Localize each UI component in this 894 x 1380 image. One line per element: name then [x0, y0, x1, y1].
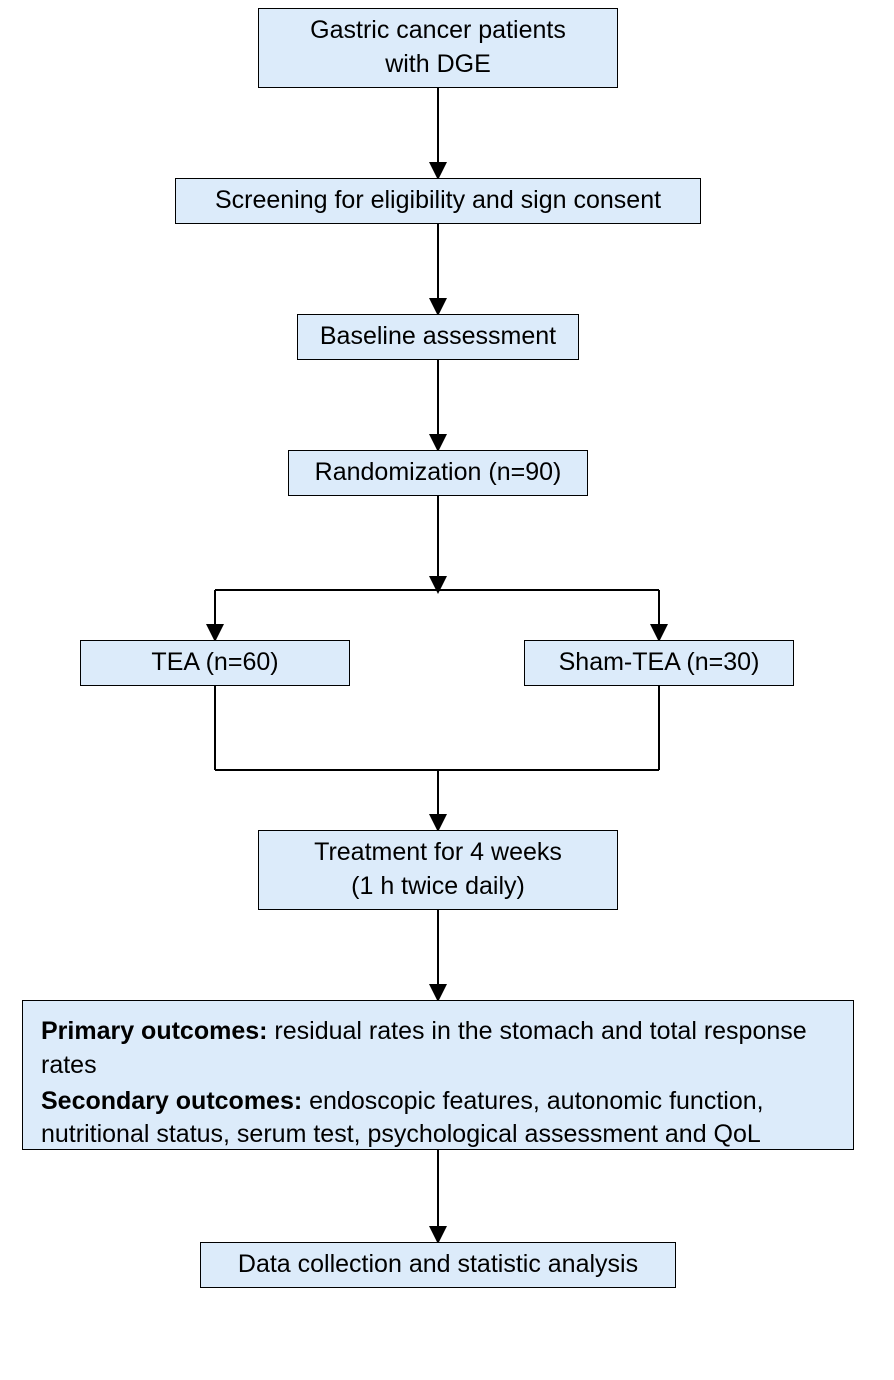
primary-outcomes-label: Primary outcomes:	[41, 1017, 267, 1045]
node-text: Data collection and statistic analysis	[238, 1248, 638, 1282]
node-baseline: Baseline assessment	[297, 314, 579, 360]
node-tea-arm: TEA (n=60)	[80, 640, 350, 686]
node-text: Baseline assessment	[320, 320, 556, 354]
node-patients: Gastric cancer patients with DGE	[258, 8, 618, 88]
node-treatment: Treatment for 4 weeks (1 h twice daily)	[258, 830, 618, 910]
node-text: with DGE	[385, 50, 491, 78]
node-sham-tea-arm: Sham-TEA (n=30)	[524, 640, 794, 686]
node-text: (1 h twice daily)	[351, 872, 525, 900]
node-text: Sham-TEA (n=30)	[559, 646, 760, 680]
secondary-outcomes-label: Secondary outcomes:	[41, 1087, 302, 1115]
flowchart-container: Gastric cancer patients with DGE Screeni…	[0, 0, 894, 1380]
node-text: Gastric cancer patients	[310, 16, 566, 44]
node-screening: Screening for eligibility and sign conse…	[175, 178, 701, 224]
node-outcomes: Primary outcomes: residual rates in the …	[22, 1000, 854, 1150]
node-randomization: Randomization (n=90)	[288, 450, 588, 496]
node-text: TEA (n=60)	[151, 646, 278, 680]
node-data-collection: Data collection and statistic analysis	[200, 1242, 676, 1288]
node-text: Randomization (n=90)	[315, 456, 562, 490]
node-text: Treatment for 4 weeks	[314, 838, 562, 866]
node-text: Screening for eligibility and sign conse…	[215, 184, 661, 218]
